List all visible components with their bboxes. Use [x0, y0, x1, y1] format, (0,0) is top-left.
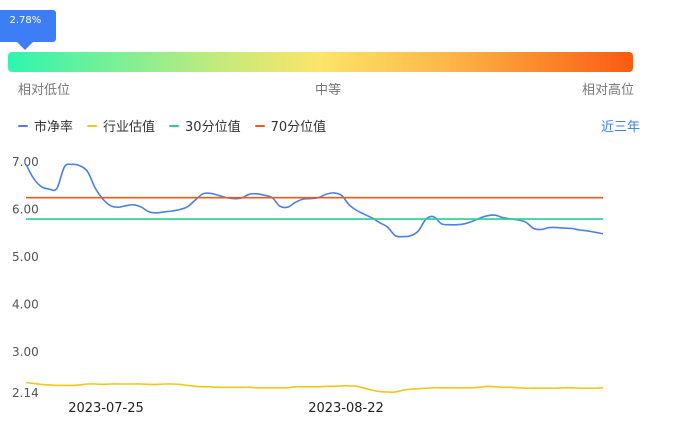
legend-item-p70[interactable]: 70分位值	[254, 116, 327, 135]
legend-label-p70: 70分位值	[270, 120, 327, 135]
y-tick-label: 3.00	[12, 345, 39, 359]
legend-item-pb[interactable]: 市净率	[18, 116, 73, 135]
legend-swatch-industry	[87, 124, 98, 127]
chart-legend: 市净率 行业估值 30分位值 70分位值	[18, 116, 326, 135]
valuation-line-chart: 7.00 6.00 5.00 4.00 3.00 2.14 2023-07-25 2023-0…	[12, 155, 604, 416]
percentile-tooltip: 2.78%	[0, 10, 57, 50]
y-tick-label: 5.00	[12, 250, 39, 264]
low-level-label: 相对低位	[18, 83, 71, 98]
x-tick-label: 2023-07-25	[68, 401, 144, 416]
tooltip-arrow	[17, 42, 34, 50]
series-line-0	[25, 163, 604, 238]
percentile-value: 2.78%	[9, 15, 42, 26]
x-tick-label: 2023-08-22	[308, 401, 384, 416]
legend-label-industry: 行业估值	[103, 120, 156, 135]
legend-swatch-pb	[18, 124, 28, 127]
valuation-gradient-bar	[8, 52, 633, 72]
legend-swatch-p30	[169, 124, 180, 127]
mid-level-label: 中等	[315, 83, 342, 98]
legend-label-p30: 30分位值	[185, 120, 241, 135]
y-tick-label: 6.00	[12, 203, 39, 217]
y-tick-label: 2.14	[12, 386, 39, 400]
legend-item-industry[interactable]: 行业估值	[87, 116, 155, 135]
high-level-label: 相对高位	[582, 83, 635, 98]
y-tick-label: 4.00	[12, 298, 39, 312]
y-tick-label: 7.00	[12, 155, 39, 169]
legend-item-p30[interactable]: 30分位值	[169, 116, 241, 135]
legend-swatch-p70	[254, 124, 265, 127]
series-line-1	[25, 381, 604, 394]
time-range-button[interactable]: 近三年	[600, 120, 640, 135]
legend-label-pb: 市净率	[34, 120, 74, 135]
